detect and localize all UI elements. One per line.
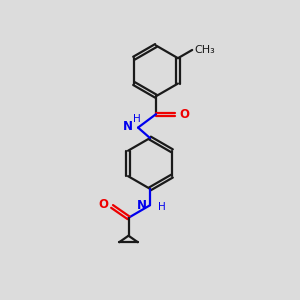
- Text: CH₃: CH₃: [194, 45, 215, 55]
- Text: O: O: [179, 108, 189, 121]
- Text: H: H: [133, 114, 140, 124]
- Text: N: N: [136, 199, 146, 212]
- Text: N: N: [123, 120, 133, 133]
- Text: H: H: [158, 202, 166, 212]
- Text: O: O: [98, 198, 109, 212]
